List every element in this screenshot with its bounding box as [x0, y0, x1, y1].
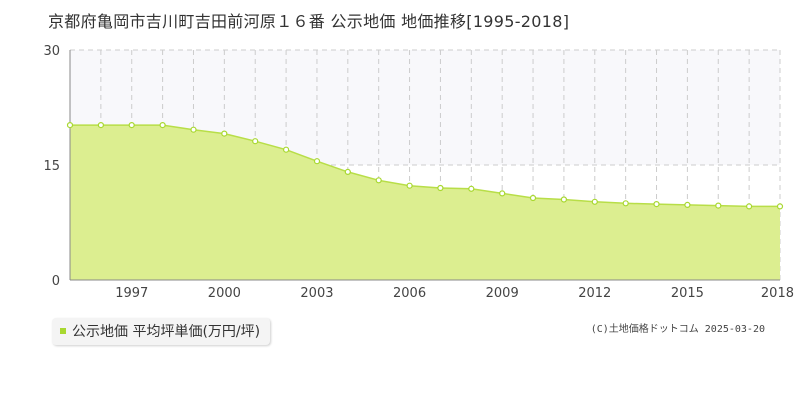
data-point — [406, 182, 413, 189]
y-tick-labels: 0 15 30 — [43, 44, 60, 289]
area-fill — [70, 125, 780, 280]
series-line — [70, 124, 780, 208]
legend: 公示地価 平均坪単価(万円/坪) — [52, 318, 271, 345]
data-point — [560, 196, 568, 203]
data-point — [159, 121, 166, 129]
data-point — [66, 121, 74, 129]
legend-label: 公示地価 平均坪単価(万円/坪) — [72, 324, 261, 340]
x-tick-label: 2012 — [578, 286, 611, 301]
copyright-text: (C)土地価格ドットコム 2025-03-20 — [590, 324, 765, 335]
data-point — [468, 185, 475, 192]
data-point — [375, 177, 382, 184]
y-tick-label: 30 — [43, 44, 60, 59]
data-point — [437, 184, 444, 192]
data-point — [715, 202, 722, 209]
data-markers — [66, 121, 784, 210]
data-point — [653, 201, 660, 208]
data-point — [499, 190, 506, 197]
data-point — [221, 130, 228, 137]
legend-swatch — [60, 328, 66, 334]
data-point — [622, 200, 629, 207]
x-tick-label: 2006 — [393, 286, 426, 301]
data-point — [344, 168, 351, 175]
y-tick-label: 15 — [43, 159, 60, 174]
data-point — [252, 138, 259, 145]
x-tick-label: 2003 — [300, 286, 333, 301]
x-tick-label: 2018 — [761, 286, 794, 301]
data-point — [128, 121, 135, 129]
data-point — [190, 126, 197, 133]
data-point — [776, 203, 784, 210]
x-tick-label: 2009 — [486, 286, 519, 301]
x-tick-label: 2000 — [208, 286, 241, 301]
data-point — [313, 158, 321, 165]
x-tick-labels: 1997 2000 2003 2006 2009 2012 2015 2018 — [115, 286, 794, 301]
x-tick-label: 1997 — [115, 286, 148, 301]
data-point — [745, 203, 753, 210]
data-point — [283, 146, 290, 153]
y-tick-label: 0 — [52, 274, 60, 289]
data-point — [529, 194, 537, 202]
data-point — [97, 121, 105, 129]
data-point — [684, 201, 691, 208]
data-point — [591, 198, 598, 205]
chart-title: 京都府亀岡市吉川町吉田前河原１６番 公示地価 地価推移[1995-2018] — [48, 12, 570, 31]
x-tick-label: 2015 — [671, 286, 704, 301]
